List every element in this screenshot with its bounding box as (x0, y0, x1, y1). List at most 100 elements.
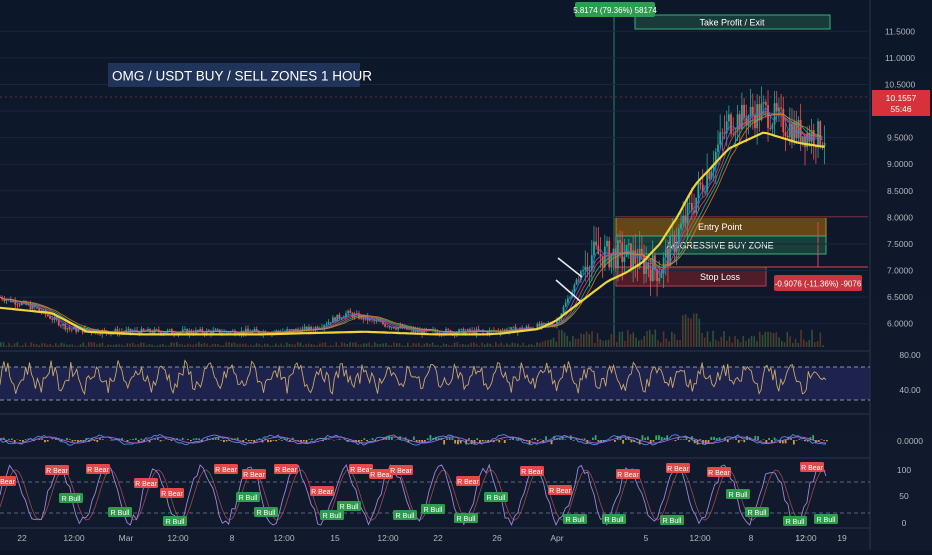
volume-bar (250, 345, 252, 347)
volume-bar (545, 341, 547, 347)
volume-bar (124, 346, 126, 347)
volume-bar (539, 343, 541, 347)
macd-histogram-bar (741, 440, 743, 441)
volume-bar (360, 344, 362, 347)
candle-body (624, 257, 626, 262)
bull-signal-label: R Bull (729, 492, 748, 499)
candle-body (780, 108, 782, 109)
volume-bar (336, 342, 338, 347)
macd-histogram-bar (614, 440, 616, 442)
candle-body (389, 326, 391, 327)
bull-signal-label: R Bull (166, 519, 185, 526)
volume-bar (616, 342, 618, 347)
macd-histogram-bar (655, 435, 657, 440)
macd-histogram-bar (754, 436, 756, 440)
candle-body (658, 278, 660, 281)
volume-bar (292, 344, 294, 347)
volume-bar (149, 344, 151, 347)
volume-bar (347, 344, 349, 347)
volume-bar (28, 346, 30, 347)
volume-bar (547, 340, 549, 347)
macd-histogram-bar (171, 440, 173, 441)
macd-histogram-bar (727, 440, 729, 442)
volume-bar (737, 339, 739, 347)
volume-bar (572, 336, 574, 347)
macd-histogram-bar (642, 435, 644, 440)
volume-bar (77, 346, 79, 347)
volume-bar (256, 343, 258, 347)
volume-bar (278, 345, 280, 347)
volume-bar (567, 336, 569, 347)
time-tick-label: 12:00 (377, 533, 399, 543)
candle-body (67, 328, 69, 329)
volume-bar (311, 344, 313, 347)
volume-bar (138, 344, 140, 347)
macd-histogram-bar (476, 438, 478, 440)
volume-bar (165, 345, 167, 347)
macd-histogram-bar (132, 439, 134, 440)
volume-bar (415, 343, 417, 347)
candle-body (217, 329, 219, 330)
volume-bar (171, 342, 173, 347)
macd-histogram-bar (812, 435, 814, 440)
volume-bar (594, 343, 596, 347)
volume-bar (363, 343, 365, 347)
countdown-timer: 55:46 (890, 104, 912, 114)
volume-bar (635, 338, 637, 347)
volume-bar (649, 330, 651, 347)
volume-bar (193, 345, 195, 347)
candle-body (60, 325, 62, 326)
volume-bar (264, 344, 266, 347)
macd-histogram-bar (154, 439, 156, 440)
volume-bar (611, 334, 613, 347)
macd-histogram-bar (661, 437, 663, 440)
macd-histogram-bar (534, 438, 536, 440)
candle-body (626, 245, 628, 257)
macd-axis[interactable]: 0.0000 (897, 436, 923, 446)
volume-bar (118, 344, 120, 347)
candle-body (708, 172, 710, 179)
rsi-band (0, 367, 870, 400)
macd-histogram-bar (182, 438, 184, 440)
macd-histogram-bar (193, 438, 195, 440)
volume-bar (693, 314, 695, 347)
volume-bar (63, 343, 65, 347)
macd-histogram-bar (443, 440, 445, 445)
volume-bar (765, 332, 767, 347)
volume-bar (809, 340, 811, 347)
volume-bar (182, 344, 184, 347)
volume-bar (215, 344, 217, 347)
volume-bar (448, 345, 450, 347)
bear-signal-label: R Bear (0, 479, 16, 486)
volume-bar (536, 342, 538, 347)
volume-bar (531, 344, 533, 347)
macd-histogram-bar (688, 440, 690, 442)
candle-body (717, 145, 719, 152)
macd-histogram-bar (774, 438, 776, 440)
volume-bar (509, 345, 511, 347)
macd-histogram-bar (413, 436, 415, 440)
volume-bar (371, 346, 373, 347)
volume-bar (674, 334, 676, 347)
volume-bar (220, 345, 222, 347)
macd-histogram-bar (187, 439, 189, 440)
volume-bar (94, 342, 96, 347)
macd-histogram-bar (281, 440, 283, 441)
volume-bar (157, 345, 159, 347)
candle-body (578, 280, 580, 281)
macd-histogram-bar (25, 439, 27, 440)
stop-loss-zone[interactable] (616, 267, 766, 286)
volume-bar (520, 346, 522, 347)
volume-bar (506, 343, 508, 347)
macd-histogram-bar (452, 438, 454, 440)
macd-histogram-bar (96, 440, 98, 442)
candle-body (595, 242, 597, 246)
volume-bar (239, 344, 241, 347)
volume-bar (712, 331, 714, 347)
candle-body (214, 330, 216, 331)
gain-measure-text: 5.8174 (79.36%) 58174 (573, 6, 657, 15)
candle-body (567, 298, 569, 302)
volume-bar (437, 345, 439, 347)
candle-body (732, 134, 734, 135)
